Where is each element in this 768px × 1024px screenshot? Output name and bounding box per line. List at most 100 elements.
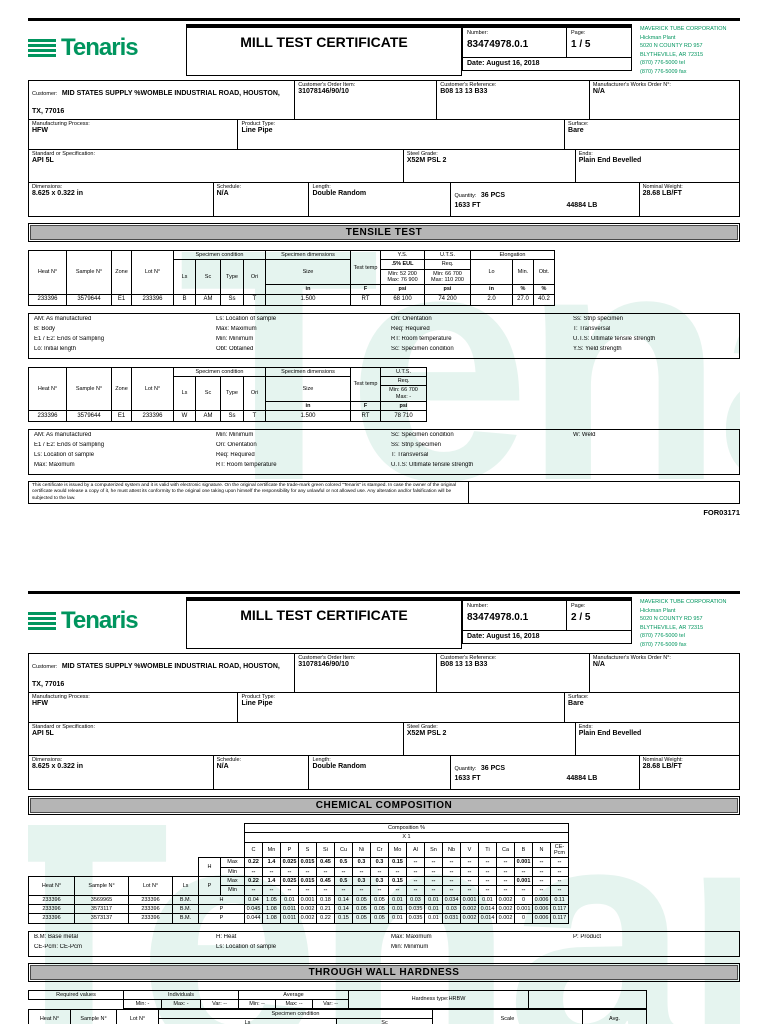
chem-limit-cell: -- [442, 857, 461, 868]
th-composition-x1: X 1 [244, 832, 569, 843]
legend-item: Req: Required [216, 452, 255, 459]
info-order-item: Customer's Order Item: 31078146/90/10 [295, 81, 438, 121]
cell-heat-or-product: H [198, 894, 245, 905]
legend-row: Ls: Location of sample Req: Required T: Tr… [34, 452, 734, 462]
th-ori: Ori [243, 259, 266, 295]
chem-limit-cell: 0.3 [370, 875, 389, 887]
th-ori: Ori [243, 375, 266, 412]
info-steel-grade: Steel Grade: X52M PSL 2 [403, 723, 576, 757]
info-dimensions: Dimensions: 8.625 x 0.322 in [29, 756, 214, 790]
chem-value-cell: 0.011 [280, 903, 299, 915]
chem-limit-cell: -- [280, 866, 299, 877]
chem-data-row: 233396 3569965 233396 B.M. H 0.04 1.05 0.0… [28, 894, 569, 905]
th-element: Ti [478, 841, 497, 859]
chem-limit-cell: -- [262, 866, 281, 877]
legend-item [573, 944, 734, 954]
cell-lot: 233396 [128, 913, 173, 924]
legend-item: Ls: Location of sample [216, 315, 277, 322]
cell-sample: 3573137 [74, 913, 129, 924]
th-sc: Sc [195, 375, 221, 412]
chem-value-cell: 0.01 [388, 894, 407, 905]
th-size-unit: in [265, 400, 351, 412]
th-element: V [460, 841, 479, 859]
chem-limit-cell: 0.001 [514, 875, 533, 887]
info-customer: Customer: MID STATES SUPPLY %WOMBLE INDU… [29, 81, 296, 121]
tenaris-logo-icon [28, 611, 56, 631]
certificate-page-2: Tenaris Tenaris MILL TEST CERTIFICATE Nu… [28, 591, 740, 1024]
th-specimen-condition: Specimen condition [173, 366, 266, 377]
chem-value-cell: 0.01 [478, 894, 497, 905]
chem-limit-cell: -- [460, 885, 479, 896]
th-heat-number: Heat N° [28, 1009, 71, 1024]
cell-uts: 74 200 [424, 293, 471, 306]
chem-limit-cell: 0.5 [334, 875, 353, 887]
chem-value-cell: 0.002 [496, 894, 515, 905]
certificate-title: MILL TEST CERTIFICATE [186, 24, 462, 76]
th-specimen-dimensions: Specimen dimensions [265, 250, 351, 261]
th-min: Min [220, 866, 245, 877]
th-sample-number: Sample N° [74, 875, 129, 896]
info-quantity: Quantity: 36 PCS 1633 FT 44884 LB [451, 183, 640, 217]
certificate-title: MILL TEST CERTIFICATE [186, 597, 462, 649]
th-temp-unit: F [350, 400, 381, 412]
chem-value-cell: 0.04 [244, 894, 263, 905]
legend-item: T: Transversal [573, 325, 611, 332]
plant-address-line: BLYTHEVILLE, AR 72315 [640, 51, 704, 58]
cell-lot: 233396 [128, 894, 173, 905]
chem-limit-cell: -- [280, 885, 299, 896]
chem-value-cell: 0.001 [298, 894, 317, 905]
th-ys-unit: psi [380, 284, 425, 295]
disclaimer-text: This certificate is issued by a computer… [29, 482, 470, 503]
legend-item: W: Weld [573, 432, 596, 439]
chem-value-cell: 0.14 [334, 894, 353, 905]
chem-limit-cell: -- [388, 885, 407, 896]
chem-limit-cell: -- [460, 866, 479, 877]
th-element: Mo [388, 841, 407, 859]
hardness-empty-cell [528, 989, 647, 1010]
section-tensile-test: TENSILE TEST [28, 223, 740, 243]
chem-limit-cell: -- [514, 866, 533, 877]
info-quantity: Quantity: 36 PCS 1633 FT 44884 LB [451, 756, 640, 790]
cell-heat: 233396 [28, 894, 75, 905]
chem-value-cell: 0.03 [406, 894, 425, 905]
th-lot-number: Lot N° [116, 1009, 159, 1024]
th-element: Mn [262, 841, 281, 859]
th-sc: Sc [336, 1018, 433, 1024]
legend-item: Y.S: Yield strength [573, 345, 622, 352]
legend-row: AM: As manufactured Min: Minimum Sc: Speci… [34, 432, 734, 442]
th-element: N [532, 841, 551, 859]
legend-item [573, 462, 734, 472]
info-ends: Ends: Plain End Bevelled [575, 723, 739, 757]
plant-address-line: (870) 776-5000 tel [640, 633, 685, 640]
th-ls: Ls [173, 259, 196, 295]
info-mfg-process: Manufacturing Process: HFW [29, 693, 239, 724]
chem-value-cell: 0.05 [352, 903, 371, 915]
top-rule [28, 591, 740, 594]
th-max: Max [220, 875, 245, 887]
th-uts: U.T.S. [380, 366, 427, 377]
chem-value-cell: 0.01 [280, 894, 299, 905]
cell-ls: B.M. [172, 913, 199, 924]
chem-value-cell: 0.05 [352, 894, 371, 905]
th-size-unit: in [265, 284, 351, 295]
th-size: Size [265, 259, 351, 286]
cell-heat: 233396 [28, 913, 75, 924]
section-through-wall-hardness: THROUGH WALL HARDNESS [28, 962, 740, 982]
th-uts-limits: Min: 66 700 Max: - [380, 385, 427, 402]
chem-limit-cell: -- [262, 885, 281, 896]
page-indicator: Page: 1 / 5 [567, 28, 631, 57]
chem-limit-cell: 0.15 [388, 875, 407, 887]
th-uts-unit: psi [380, 400, 427, 412]
legend-row: CE-Pcm: CE-Pcm Ls: Location of sample Min:… [34, 944, 734, 954]
legend-item [573, 452, 734, 462]
chem-value-cell: 0.002 [298, 903, 317, 915]
th-avg: Avg. [582, 1009, 647, 1024]
hardness-results-table: Heat N° Sample N° Lot N° Specimen condit… [28, 1009, 647, 1024]
chem-value-cell: 0.01 [424, 903, 443, 915]
cell-heat-or-product: P [198, 903, 245, 915]
th-ys-limits: Min: 52 200 Max: 76 900 [380, 268, 425, 286]
legend-item: Sc: Specimen condition [391, 432, 454, 439]
cell-ind-min: Min: - [123, 998, 162, 1010]
disclaimer-box: This certificate is issued by a computer… [28, 481, 740, 504]
chem-limit-cell: -- [406, 857, 425, 868]
